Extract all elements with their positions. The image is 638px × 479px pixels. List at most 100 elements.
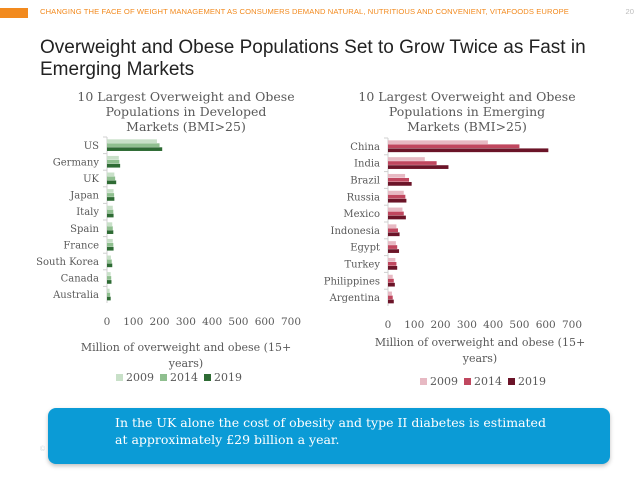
dev-bar-2009-canada [107,272,111,276]
dev-x-axis-label-line-2: years) [168,357,203,370]
header-text: CHANGING THE FACE OF WEIGHT MANAGEMENT A… [40,7,569,16]
copyright-mark: © [40,446,46,453]
em-chart-title-line-3: Markets (BMI>25) [407,119,527,134]
dev-category-label: Spain [70,224,99,235]
dev-bar-2009-uk [107,172,115,177]
dev-bar-2014-spain [107,226,113,230]
dev-legend-swatch-2019 [204,374,211,381]
em-bar-2009-argentina [388,291,392,296]
em-bar-2009-philippines [388,274,393,279]
dev-category-label: France [63,240,99,251]
em-bar-2014-russia [388,194,406,199]
em-bar-2009-indonesia [388,224,397,229]
em-x-tick-label: 0 [385,319,392,331]
em-bar-2019-russia [388,198,407,203]
dev-bar-2009-france [107,238,113,243]
em-bar-2009-india [388,157,425,161]
dev-bar-2019-uk [107,180,117,185]
dev-bar-2019-italy [107,213,114,218]
dev-bar-2019-australia [107,296,111,301]
em-bar-2009-brazil [388,173,406,178]
em-bar-2019-mexico [388,215,406,220]
em-bar-2019-indonesia [388,232,400,237]
em-bar-2019-india [388,165,449,169]
em-legend-swatch-2014 [464,378,471,385]
em-x-tick-label: 700 [562,319,582,331]
dev-bar-2014-italy [107,209,114,214]
em-bar-2014-argentina [388,295,393,300]
em-bar-2019-philippines [388,282,395,287]
em-bar-2014-turkey [388,261,397,266]
dev-bar-2014-uk [107,176,116,181]
dev-bar-2009-italy [107,205,113,210]
dev-bar-2009-australia [107,288,110,293]
dev-x-tick-label: 200 [150,316,170,328]
em-bar-2009-russia [388,190,404,195]
em-x-axis-label-line-2: years) [462,352,497,365]
em-x-tick-label: 500 [509,319,529,331]
em-category-label: Russia [347,192,380,203]
dev-bar-2019-us [107,147,163,151]
em-category-label: Philippines [324,276,380,287]
callout-text: In the UK alone the cost of obesity and … [115,414,555,448]
dev-category-label: UK [83,174,99,185]
callout-line-2: at approximately £29 billion a year. [115,432,340,447]
em-legend-label-2009: 2009 [430,375,458,388]
dev-chart-title-line-2: Populations in Developed [106,104,267,119]
em-x-axis-label-line-1: Million of overweight and obese (15+ [375,336,585,349]
dev-category-label: Italy [76,207,99,218]
dev-x-tick-label: 600 [255,316,275,328]
dev-x-axis-label-line-1: Million of overweight and obese (15+ [81,341,291,354]
em-bar-2014-china [388,144,520,149]
dev-bar-2019-canada [107,280,112,284]
em-bar-2009-egypt [388,241,396,245]
em-category-label: Brazil [350,176,380,187]
dev-legend-swatch-2009 [116,374,123,381]
em-legend-label-2019: 2019 [518,375,546,388]
callout-line-1: In the UK alone the cost of obesity and … [115,415,546,430]
em-category-label: Egypt [350,243,380,254]
em-chart-title-line-2: Populations in Emerging [389,104,545,119]
em-bar-2014-brazil [388,177,410,182]
dev-bar-2014-south-korea [107,259,112,264]
dev-x-tick-label: 400 [202,316,222,328]
dev-bar-2014-germany [107,159,120,164]
dev-x-tick-label: 0 [104,316,111,328]
dev-bar-2009-germany [107,155,119,160]
dev-legend-label-2009: 2009 [126,371,154,384]
dev-legend-label-2019: 2019 [214,371,242,384]
dev-bar-2014-france [107,242,114,247]
top-header: CHANGING THE FACE OF WEIGHT MANAGEMENT A… [0,0,638,30]
dev-bar-2009-south-korea [107,255,111,260]
dev-bar-2009-japan [107,189,114,193]
em-bar-2019-china [388,148,549,153]
callout-box [48,408,610,464]
dev-bar-2019-south-korea [107,263,113,268]
em-category-label: Argentina [329,293,380,304]
page-number: 20 [625,7,634,16]
em-x-tick-label: 300 [457,319,477,331]
slide-title: Overweight and Obese Populations Set to … [40,37,586,80]
em-bar-2019-argentina [388,299,394,304]
em-bar-2009-turkey [388,257,396,262]
dev-category-label: Australia [52,290,99,301]
em-bar-2009-mexico [388,207,403,212]
dev-category-label: Canada [61,274,99,285]
dev-x-tick-label: 300 [176,316,196,328]
em-legend-swatch-2009 [420,378,427,385]
em-bar-2019-turkey [388,266,398,270]
dev-x-tick-label: 500 [228,316,248,328]
em-category-label: India [354,159,380,170]
dev-bar-2014-australia [107,292,111,297]
dev-chart-title-line-1: 10 Largest Overweight and Obese [77,89,294,104]
em-category-label: Turkey [344,260,380,271]
dev-chart-title-line-3: Markets (BMI>25) [126,119,246,134]
dev-legend-label-2014: 2014 [170,371,198,384]
em-bar-2019-egypt [388,249,400,253]
dev-bar-2019-germany [107,163,121,168]
dev-legend-swatch-2014 [160,374,167,381]
dev-bar-2014-canada [107,276,112,280]
dev-bar-2019-spain [107,230,114,234]
em-bar-2014-mexico [388,211,404,216]
dev-category-label: South Korea [36,257,99,268]
